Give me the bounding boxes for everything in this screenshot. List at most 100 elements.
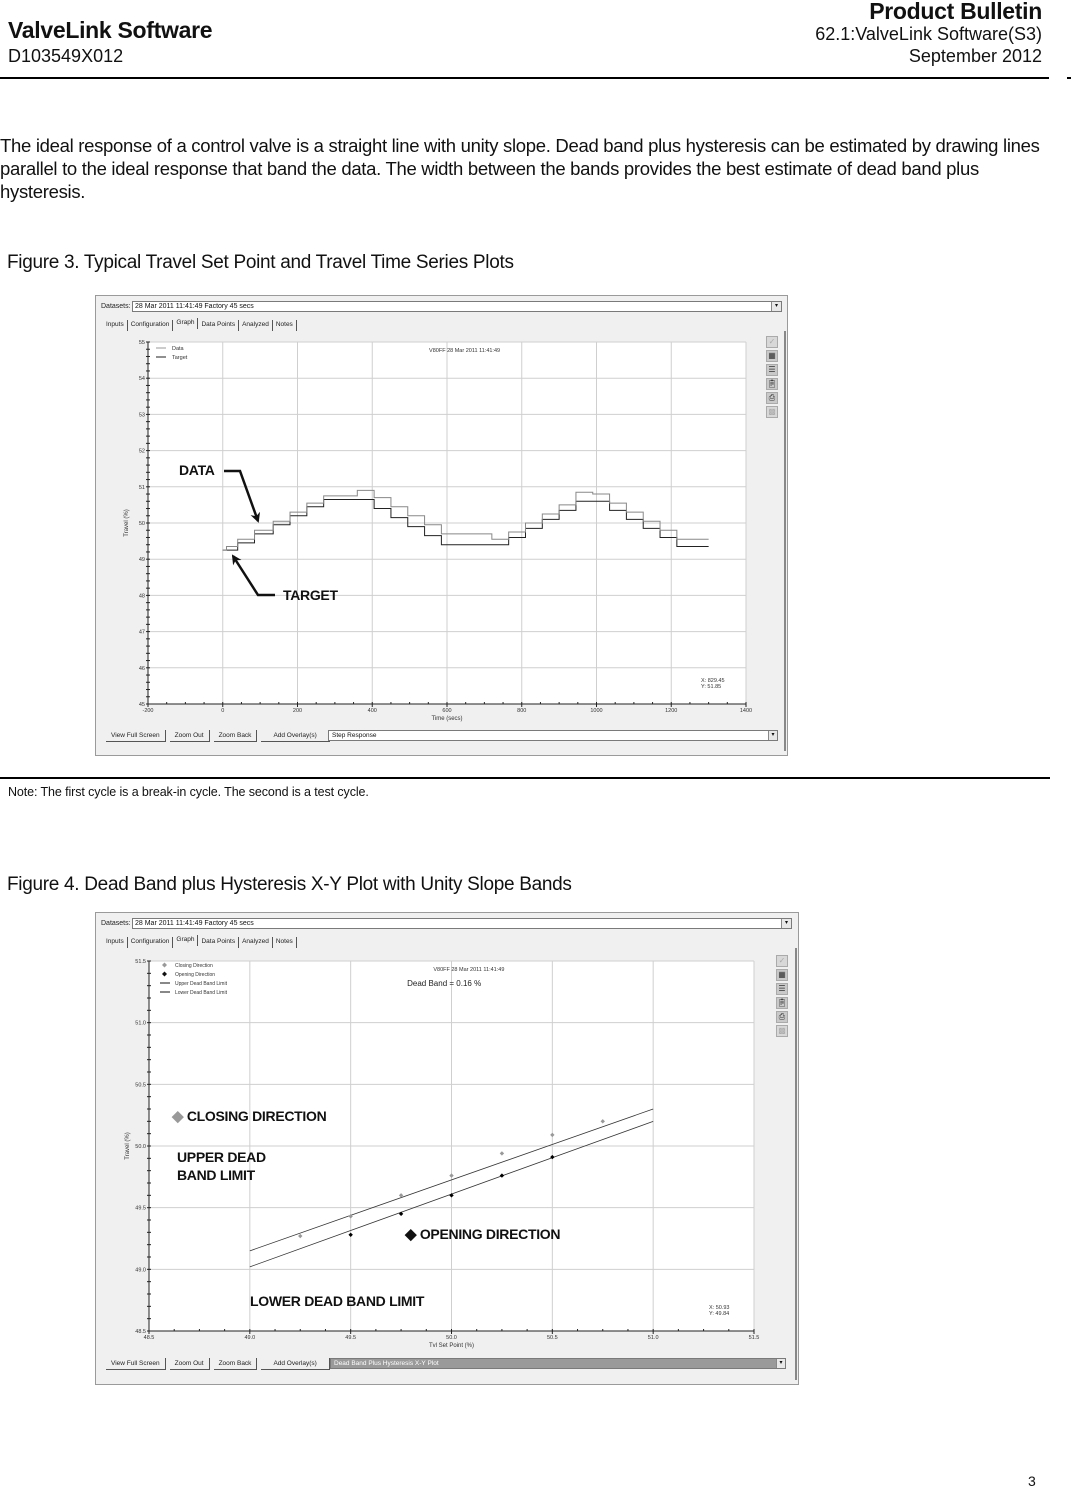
document-number: D103549X012 xyxy=(8,46,124,66)
svg-text:49: 49 xyxy=(139,557,145,563)
graph-toolbar: View Full Screen Zoom Out Zoom Back Add … xyxy=(106,1358,334,1370)
clipboard-icon[interactable]: 📋︎ xyxy=(776,997,788,1009)
closing-direction-callout: ◆ CLOSING DIRECTION xyxy=(172,1107,327,1125)
product-name: ValveLink Software xyxy=(8,17,213,43)
view-full-screen-button[interactable]: View Full Screen xyxy=(106,730,166,742)
zoom-out-button[interactable]: Zoom Out xyxy=(169,730,210,742)
svg-text:47: 47 xyxy=(139,630,145,636)
pattern-icon[interactable]: ▩ xyxy=(766,406,778,418)
figure-4-screenshot: Datasets: 28 Mar 2011 11:41:49 Factory 4… xyxy=(95,912,799,1385)
svg-text:51.5: 51.5 xyxy=(135,959,146,965)
svg-text:Travel (%): Travel (%) xyxy=(125,1132,131,1159)
svg-text:48: 48 xyxy=(139,593,145,599)
tab-data-points[interactable]: Data Points xyxy=(198,320,240,331)
chevron-down-icon[interactable]: ▾ xyxy=(776,1359,785,1368)
page-number: 3 xyxy=(1028,1473,1036,1489)
svg-text:Y: 51.85: Y: 51.85 xyxy=(701,684,721,690)
plot-type-value: Dead Band Plus Hysteresis X-Y Plot xyxy=(334,1360,439,1367)
add-overlay-button[interactable]: Add Overlay(s) xyxy=(261,730,330,742)
graph-tools: ✓ ▦ ☰ 📋︎ ⎙ ▩ xyxy=(776,955,788,1037)
checkmark-icon[interactable]: ✓ xyxy=(766,336,778,348)
datasets-dropdown[interactable]: 28 Mar 2011 11:41:49 Factory 45 secs ▾ xyxy=(132,301,782,312)
list-icon[interactable]: ☰ xyxy=(766,364,778,376)
tab-graph[interactable]: Graph xyxy=(173,318,199,329)
xy-scatter-chart[interactable]: 48.5 49.0 49.5 50.0 50.5 51.0 51.5 48.5 49.0 49.5… xyxy=(96,948,768,1353)
plot-type-select[interactable]: Step Response ▾ xyxy=(328,730,778,741)
chevron-down-icon[interactable]: ▾ xyxy=(781,919,791,928)
tab-configuration[interactable]: Configuration xyxy=(128,320,174,331)
header-rule xyxy=(0,77,1049,79)
clipboard-icon[interactable]: 📋︎ xyxy=(766,378,778,390)
datasets-value: 28 Mar 2011 11:41:49 Factory 45 secs xyxy=(135,303,254,310)
figure-3-note: Note: The first cycle is a break-in cycl… xyxy=(8,785,369,799)
svg-text:49.0: 49.0 xyxy=(135,1267,146,1273)
panel-divider xyxy=(784,331,786,751)
view-full-screen-button[interactable]: View Full Screen xyxy=(106,1358,166,1370)
plot-type-select[interactable]: Dead Band Plus Hysteresis X-Y Plot ▾ xyxy=(330,1358,786,1369)
opening-direction-label: OPENING DIRECTION xyxy=(419,1226,561,1242)
list-icon[interactable]: ☰ xyxy=(776,983,788,995)
svg-text:Data: Data xyxy=(172,346,185,352)
plot-type-value: Step Response xyxy=(332,732,377,739)
svg-text:51.5: 51.5 xyxy=(749,1335,760,1341)
print-icon[interactable]: ⎙ xyxy=(776,1011,788,1023)
svg-text:54: 54 xyxy=(139,376,145,382)
body-paragraph: The ideal response of a control valve is… xyxy=(0,135,1040,202)
svg-text:400: 400 xyxy=(368,708,377,714)
svg-text:Tvl Set Point (%): Tvl Set Point (%) xyxy=(429,1343,474,1349)
add-overlay-button[interactable]: Add Overlay(s) xyxy=(261,1358,330,1370)
svg-text:46: 46 xyxy=(139,666,145,672)
tab-notes[interactable]: Notes xyxy=(273,320,297,331)
svg-text:51.0: 51.0 xyxy=(648,1335,659,1341)
zoom-back-button[interactable]: Zoom Back xyxy=(213,730,258,742)
tab-notes[interactable]: Notes xyxy=(273,937,297,948)
svg-text:Target: Target xyxy=(172,355,188,361)
svg-text:50.5: 50.5 xyxy=(135,1082,146,1088)
grid-icon[interactable]: ▦ xyxy=(776,969,788,981)
tab-graph[interactable]: Graph xyxy=(173,935,199,946)
tab-bar: Inputs Configuration Graph Data Points A… xyxy=(103,935,297,948)
zoom-out-button[interactable]: Zoom Out xyxy=(169,1358,210,1370)
pattern-icon[interactable]: ▩ xyxy=(776,1025,788,1037)
svg-text:52: 52 xyxy=(139,449,145,455)
svg-text:1400: 1400 xyxy=(740,708,752,714)
grid-icon[interactable]: ▦ xyxy=(766,350,778,362)
datasets-value: 28 Mar 2011 11:41:49 Factory 45 secs xyxy=(135,920,254,927)
tab-analyzed[interactable]: Analyzed xyxy=(239,937,273,948)
checkmark-icon[interactable]: ✓ xyxy=(776,955,788,967)
svg-text:48.5: 48.5 xyxy=(135,1329,146,1335)
svg-text:50.0: 50.0 xyxy=(135,1144,146,1150)
svg-text:X: 829.45: X: 829.45 xyxy=(701,678,725,684)
svg-text:53: 53 xyxy=(139,412,145,418)
svg-text:600: 600 xyxy=(442,708,451,714)
print-icon[interactable]: ⎙ xyxy=(766,392,778,404)
svg-text:49.5: 49.5 xyxy=(135,1206,146,1212)
chevron-down-icon[interactable]: ▾ xyxy=(771,302,781,311)
svg-text:200: 200 xyxy=(293,708,302,714)
tab-inputs[interactable]: Inputs xyxy=(103,937,128,948)
svg-text:Closing Direction: Closing Direction xyxy=(175,963,213,969)
figure-4-caption: Figure 4. Dead Band plus Hysteresis X-Y … xyxy=(7,874,572,895)
panel-divider xyxy=(795,948,797,1380)
time-series-chart[interactable]: -200 0 200 400 600 800 1000 1200 1400 45 46 47 48 49 5… xyxy=(96,331,756,723)
bulletin-reference: 62.1:ValveLink Software(S3) xyxy=(815,24,1042,44)
svg-text:50: 50 xyxy=(139,521,145,527)
figure-3-caption: Figure 3. Typical Travel Set Point and T… xyxy=(7,252,514,273)
diamond-icon: ◆ xyxy=(405,1226,417,1243)
bulletin-date: September 2012 xyxy=(908,46,1042,66)
figure-3-rule xyxy=(0,777,1050,779)
upper-label-line2: BAND LIMIT xyxy=(177,1167,255,1183)
tab-data-points[interactable]: Data Points xyxy=(198,937,240,948)
chevron-down-icon[interactable]: ▾ xyxy=(768,731,777,740)
tab-configuration[interactable]: Configuration xyxy=(128,937,174,948)
svg-text:V80FF 28 Mar 2011 11:41:49: V80FF 28 Mar 2011 11:41:49 xyxy=(429,348,500,354)
datasets-label: Datasets: xyxy=(101,303,131,310)
svg-text:Travel (%): Travel (%) xyxy=(124,509,130,536)
tab-inputs[interactable]: Inputs xyxy=(103,320,128,331)
closing-direction-label: CLOSING DIRECTION xyxy=(186,1108,327,1124)
datasets-dropdown[interactable]: 28 Mar 2011 11:41:49 Factory 45 secs ▾ xyxy=(132,918,792,929)
zoom-back-button[interactable]: Zoom Back xyxy=(213,1358,258,1370)
tab-analyzed[interactable]: Analyzed xyxy=(239,320,273,331)
svg-text:0: 0 xyxy=(221,708,224,714)
svg-text:Y: 49.84: Y: 49.84 xyxy=(709,1311,729,1317)
